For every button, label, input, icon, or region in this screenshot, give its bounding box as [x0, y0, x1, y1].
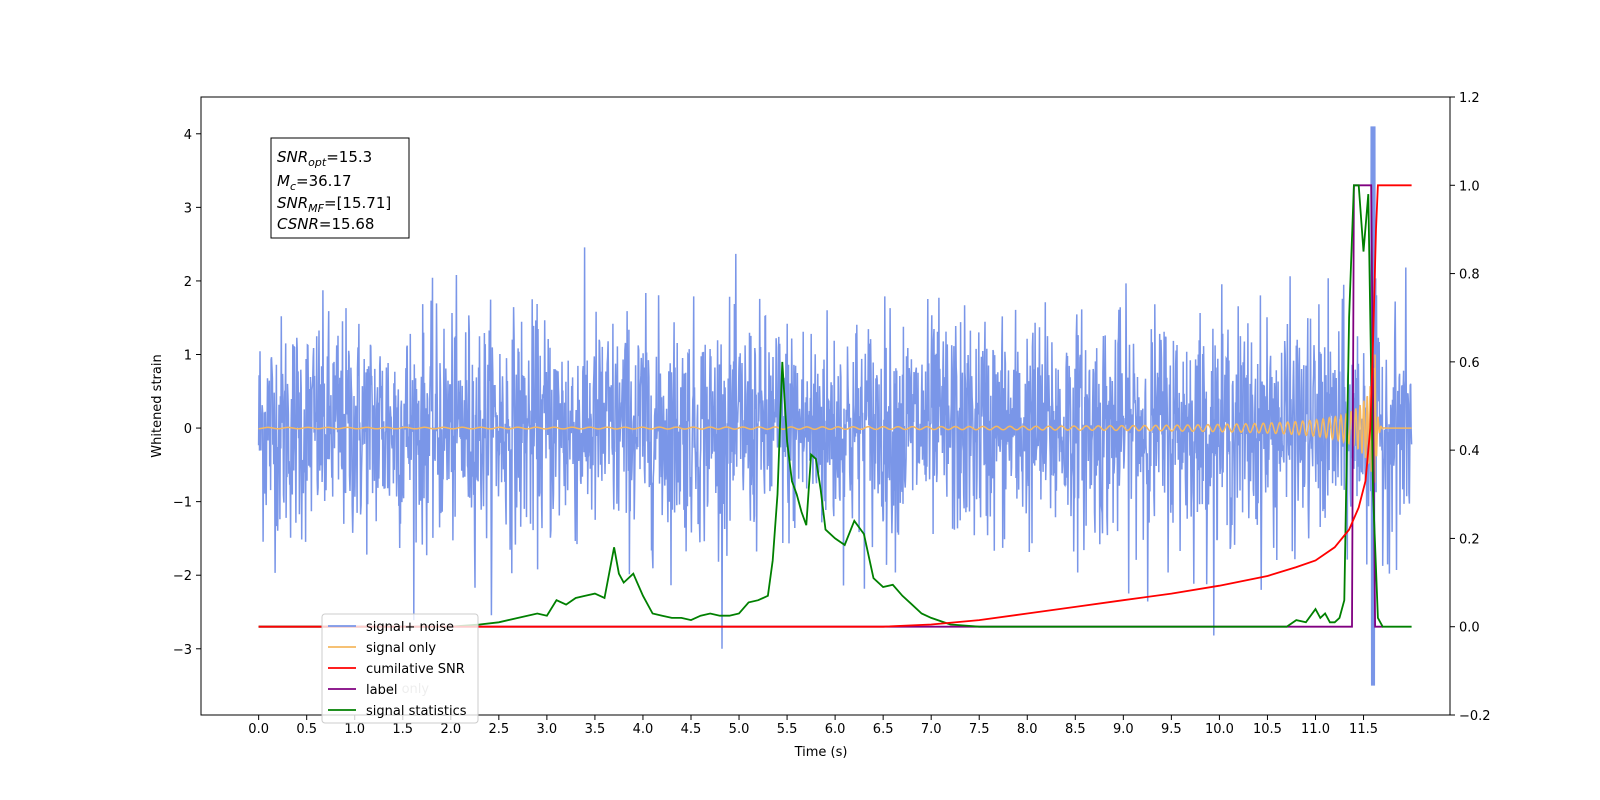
- y-left-tick-label: 1: [184, 349, 192, 364]
- stats-box: SNRopt=15.3 Mc=36.17SNRMF=[15.71]CSNR=15.…: [270, 137, 410, 239]
- x-tick-label: 11.5: [1349, 722, 1378, 737]
- x-tick-label: 3.5: [585, 722, 606, 737]
- x-tick-label: 8.5: [1065, 722, 1086, 737]
- series-signal-only: [258, 354, 1412, 484]
- legend-frame: [321, 613, 479, 724]
- x-tick-label: 0.0: [248, 722, 269, 737]
- stats-line: SNRMF=[15.71]: [277, 194, 391, 215]
- x-tick-label: 8.0: [1017, 722, 1038, 737]
- x-tick-label: 4.5: [681, 722, 702, 737]
- y-left-tick-label: 2: [184, 275, 192, 290]
- x-tick-label: 6.0: [825, 722, 846, 737]
- y-axis-right: −0.2 0.0 0.2 0.4 0.6 0.8 1.0 1.2: [1450, 91, 1491, 724]
- x-tick-label: 9.5: [1161, 722, 1182, 737]
- x-tick-label: 3.0: [537, 722, 558, 737]
- x-tick-label: 4.0: [633, 722, 654, 737]
- y-right-tick-label: 1.0: [1459, 179, 1480, 194]
- legend-entry-label: cumilative SNR: [366, 662, 465, 677]
- y-left-tick-label: 3: [184, 201, 192, 216]
- legend-entry-label: signal only: [366, 641, 436, 656]
- y-axis-label: Whitened strain: [150, 354, 165, 457]
- y-right-tick-label: 1.2: [1459, 91, 1480, 106]
- y-right-tick-label: 0.2: [1459, 532, 1480, 547]
- series-signal-statistics: [258, 184, 1412, 628]
- stats-line: SNRopt=15.3: [277, 148, 372, 169]
- x-tick-label: 11.0: [1301, 722, 1330, 737]
- x-tick-label: 10.5: [1253, 722, 1282, 737]
- x-tick-label: 7.0: [921, 722, 942, 737]
- stats-box-frame: [270, 137, 410, 239]
- y-right-tick-label: 0.8: [1459, 268, 1480, 283]
- series-signal-noise: [257, 126, 1413, 686]
- y-right-tick-label: 0.4: [1459, 444, 1480, 459]
- legend-entry-label: label: [366, 683, 397, 698]
- x-tick-label: 10.0: [1205, 722, 1234, 737]
- stats-line: CSNR=15.68: [277, 215, 374, 233]
- plot-frame: [200, 96, 1451, 716]
- stats-line: Mc=36.17: [277, 172, 352, 193]
- x-tick-label: 5.5: [777, 722, 798, 737]
- x-tick-label: 2.5: [488, 722, 509, 737]
- x-axis: 0.0 0.5 1.0 1.5 2.0 2.5 3.0 3.5 4.0 4.5 5.0 5.5 6.0 6…: [248, 715, 1378, 737]
- x-tick-label: 2.0: [440, 722, 461, 737]
- y-right-tick-label: −0.2: [1459, 709, 1491, 724]
- y-right-tick-label: 0.6: [1459, 356, 1480, 371]
- x-tick-label: 7.5: [969, 722, 990, 737]
- y-left-tick-label: −3: [173, 643, 192, 658]
- series-cumulative-snr: [258, 184, 1412, 628]
- y-left-tick-label: 0: [184, 422, 192, 437]
- legend-entry-label: signal statistics: [366, 704, 467, 719]
- y-axis-left: −3 −2 −1 0 1 2 3 4: [173, 128, 201, 658]
- x-tick-label: 9.0: [1113, 722, 1134, 737]
- x-axis-label: Time (s): [794, 745, 848, 760]
- y-left-tick-label: −2: [173, 569, 192, 584]
- x-tick-label: 1.0: [344, 722, 365, 737]
- legend-entry-label: signal+ noise: [366, 620, 454, 635]
- x-tick-label: 1.5: [392, 722, 413, 737]
- y-left-tick-label: 4: [184, 128, 192, 143]
- y-right-tick-label: 0.0: [1459, 621, 1480, 636]
- x-tick-label: 5.0: [729, 722, 750, 737]
- x-tick-label: 0.5: [296, 722, 317, 737]
- x-tick-label: 6.5: [873, 722, 894, 737]
- series-layer: [257, 126, 1413, 686]
- y-left-tick-label: −1: [173, 496, 192, 511]
